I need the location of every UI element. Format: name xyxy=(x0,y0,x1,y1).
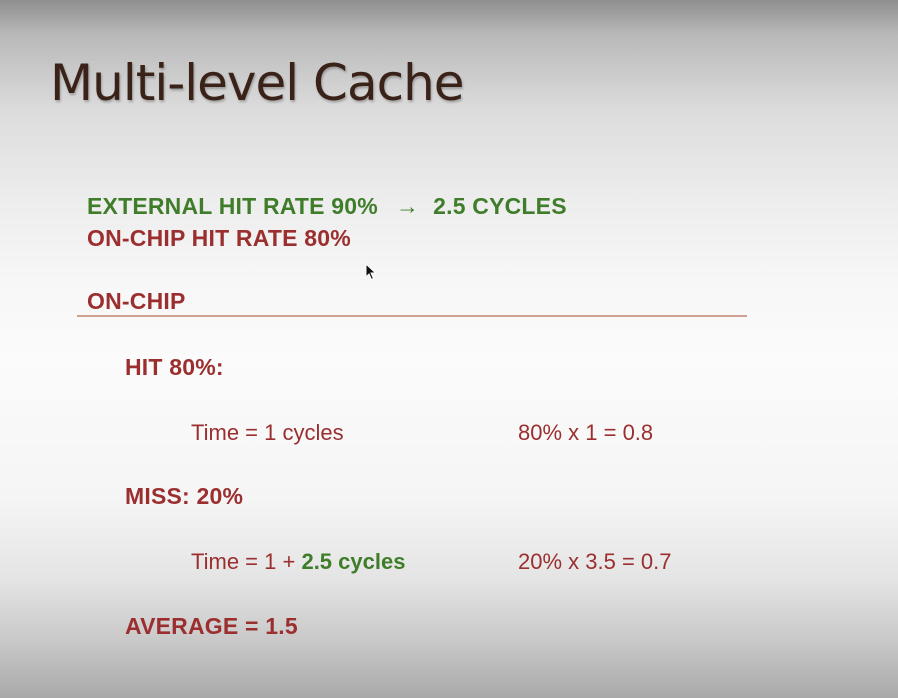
hit-calc: 80% x 1 = 0.8 xyxy=(518,420,654,445)
mouse-pointer-icon xyxy=(365,263,377,281)
miss-calc: 20% x 3.5 = 0.7 xyxy=(518,549,672,574)
hit-time: Time = 1 cycles xyxy=(191,420,344,445)
miss-heading: MISS: 20% xyxy=(125,483,244,509)
miss-time-highlight: 2.5 cycles xyxy=(301,549,406,574)
hit-heading: HIT 80%: xyxy=(125,354,224,380)
external-hit-rate-label: EXTERNAL HIT RATE 90% xyxy=(87,193,378,219)
miss-time: Time = 1 + 2.5 cycles xyxy=(191,549,405,575)
slide-title: Multi-level Cache xyxy=(50,54,465,112)
section-divider xyxy=(77,315,747,317)
external-hit-result: 2.5 CYCLES xyxy=(433,193,567,219)
onchip-hit-rate-line: ON-CHIP HIT RATE 80% xyxy=(87,225,351,251)
average-line: AVERAGE = 1.5 xyxy=(125,613,298,639)
miss-time-prefix: Time = 1 + xyxy=(191,549,302,574)
right-arrow-icon: → xyxy=(395,193,420,219)
external-hit-rate-line: EXTERNAL HIT RATE 90% → 2.5 CYCLES xyxy=(87,193,567,220)
onchip-section-heading: ON-CHIP xyxy=(87,288,186,314)
